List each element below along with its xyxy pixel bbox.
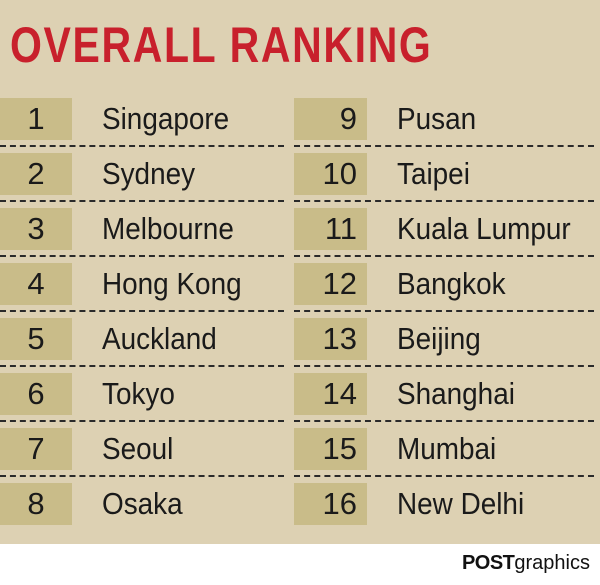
dashed-divider xyxy=(294,310,594,312)
rank-number: 6 xyxy=(0,373,72,415)
ranking-row: 14 Shanghai xyxy=(294,373,594,428)
city-name: New Delhi xyxy=(397,486,525,521)
rank-number: 11 xyxy=(294,208,367,250)
dashed-divider xyxy=(294,145,594,147)
city-name: Tokyo xyxy=(102,376,175,411)
rank-number: 9 xyxy=(294,98,367,140)
rank-number: 16 xyxy=(294,483,367,525)
ranking-column-left: 1 Singapore 2 Sydney 3 Melbourne 4 Hong … xyxy=(0,98,284,538)
dashed-divider xyxy=(294,420,594,422)
ranking-row: 1 Singapore xyxy=(0,98,284,153)
rank-number: 3 xyxy=(0,208,72,250)
rank-number: 13 xyxy=(294,318,367,360)
dashed-divider xyxy=(0,365,284,367)
city-name: Seoul xyxy=(102,431,174,466)
rank-number: 15 xyxy=(294,428,367,470)
ranking-panel: OVERALL RANKING 1 Singapore 2 Sydney 3 M… xyxy=(0,0,600,544)
city-name: Osaka xyxy=(102,486,183,521)
ranking-row: 6 Tokyo xyxy=(0,373,284,428)
city-name: Kuala Lumpur xyxy=(397,211,571,246)
credit-brand: POST xyxy=(461,552,515,574)
dashed-divider xyxy=(0,255,284,257)
ranking-row: 8 Osaka xyxy=(0,483,284,538)
dashed-divider xyxy=(0,145,284,147)
ranking-row: 15 Mumbai xyxy=(294,428,594,483)
rank-number: 2 xyxy=(0,153,72,195)
rank-number: 12 xyxy=(294,263,367,305)
city-name: Melbourne xyxy=(102,211,234,246)
rank-number: 4 xyxy=(0,263,72,305)
dashed-divider xyxy=(294,365,594,367)
city-name: Auckland xyxy=(102,321,217,356)
ranking-row: 5 Auckland xyxy=(0,318,284,373)
rank-number: 14 xyxy=(294,373,367,415)
ranking-row: 11 Kuala Lumpur xyxy=(294,208,594,263)
rank-number: 10 xyxy=(294,153,367,195)
ranking-row: 2 Sydney xyxy=(0,153,284,208)
dashed-divider xyxy=(294,200,594,202)
rank-number: 8 xyxy=(0,483,72,525)
ranking-row: 10 Taipei xyxy=(294,153,594,208)
dashed-divider xyxy=(0,420,284,422)
dashed-divider xyxy=(0,475,284,477)
dashed-divider xyxy=(294,475,594,477)
city-name: Shanghai xyxy=(397,376,515,411)
ranking-column-right: 9 Pusan 10 Taipei 11 Kuala Lumpur 12 Ban… xyxy=(294,98,594,538)
city-name: Taipei xyxy=(397,156,470,191)
city-name: Bangkok xyxy=(397,266,506,301)
page-title: OVERALL RANKING xyxy=(10,17,433,73)
ranking-row: 4 Hong Kong xyxy=(0,263,284,318)
ranking-row: 9 Pusan xyxy=(294,98,594,153)
dashed-divider xyxy=(0,200,284,202)
rank-number: 5 xyxy=(0,318,72,360)
graphics-credit: POSTgraphics xyxy=(462,550,590,576)
city-name: Sydney xyxy=(102,156,196,191)
city-name: Singapore xyxy=(102,101,230,136)
city-name: Mumbai xyxy=(397,431,497,466)
ranking-row: 3 Melbourne xyxy=(0,208,284,263)
dashed-divider xyxy=(0,310,284,312)
rank-number: 7 xyxy=(0,428,72,470)
city-name: Beijing xyxy=(397,321,481,356)
rank-number: 1 xyxy=(0,98,72,140)
dashed-divider xyxy=(294,255,594,257)
credit-suffix: graphics xyxy=(514,552,590,574)
city-name: Pusan xyxy=(397,101,477,136)
ranking-row: 16 New Delhi xyxy=(294,483,594,538)
ranking-row: 7 Seoul xyxy=(0,428,284,483)
ranking-row: 13 Beijing xyxy=(294,318,594,373)
ranking-row: 12 Bangkok xyxy=(294,263,594,318)
city-name: Hong Kong xyxy=(102,266,242,301)
